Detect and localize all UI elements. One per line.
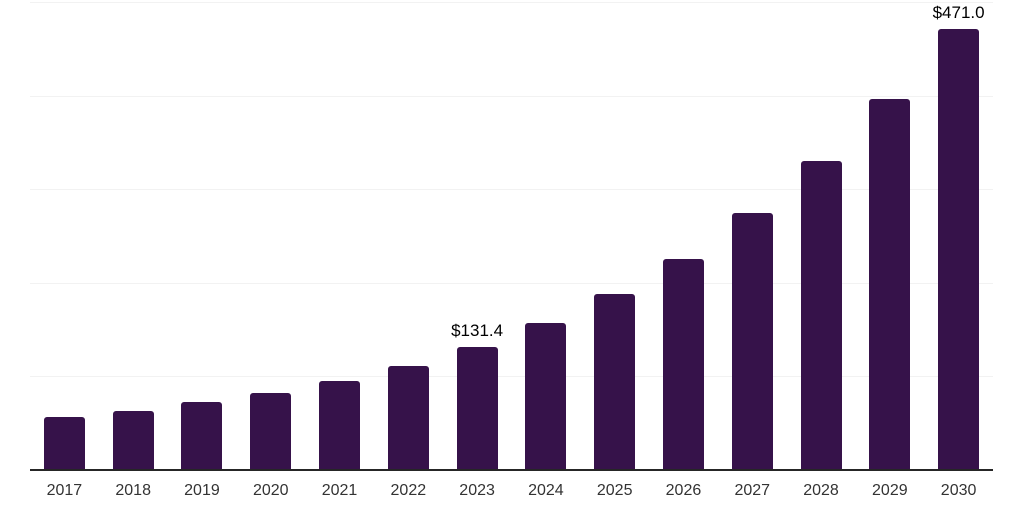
bar-2029 bbox=[869, 98, 911, 470]
gridline-500 bbox=[30, 2, 993, 3]
bar-value-label-2030: $471.0 bbox=[932, 3, 985, 23]
x-tick-label-2021: 2021 bbox=[321, 482, 358, 499]
bar-2020 bbox=[250, 393, 292, 470]
bar-2024 bbox=[525, 323, 567, 470]
bar-2028 bbox=[800, 161, 842, 470]
x-tick-label-2018: 2018 bbox=[115, 482, 151, 499]
x-tick-label-2025: 2025 bbox=[596, 482, 633, 499]
bar-2030 bbox=[938, 29, 980, 470]
x-tick-label-2019: 2019 bbox=[184, 482, 220, 499]
bar-2022 bbox=[387, 366, 429, 470]
bar-2021 bbox=[319, 381, 361, 470]
x-tick-label-2030: 2030 bbox=[940, 482, 977, 499]
bar-value-label-2023: $131.4 bbox=[451, 321, 504, 340]
gridline-300 bbox=[30, 189, 993, 191]
x-tick-label-2026: 2026 bbox=[665, 482, 702, 499]
x-tick-label-2029: 2029 bbox=[872, 482, 908, 499]
x-tick-label-2022: 2022 bbox=[390, 482, 427, 499]
x-tick-label-2027: 2027 bbox=[734, 482, 771, 499]
x-tick-label-2024: 2024 bbox=[528, 482, 564, 499]
bar-2019 bbox=[181, 402, 223, 470]
bar-2023 bbox=[456, 347, 498, 470]
gridline-200 bbox=[30, 282, 993, 284]
x-axis-line bbox=[30, 469, 993, 471]
gridline-100 bbox=[30, 376, 993, 378]
x-tick-label-2028: 2028 bbox=[803, 482, 839, 499]
bar-2018 bbox=[112, 410, 154, 470]
bar-2026 bbox=[662, 258, 704, 470]
x-tick-label-2023: 2023 bbox=[459, 482, 495, 499]
bar-2025 bbox=[594, 293, 636, 470]
x-tick-label-2017: 2017 bbox=[46, 482, 83, 499]
x-tick-label-2020: 2020 bbox=[252, 482, 289, 499]
bar-2017 bbox=[43, 417, 85, 470]
gridline-400 bbox=[30, 95, 993, 97]
bar-2027 bbox=[731, 213, 773, 470]
